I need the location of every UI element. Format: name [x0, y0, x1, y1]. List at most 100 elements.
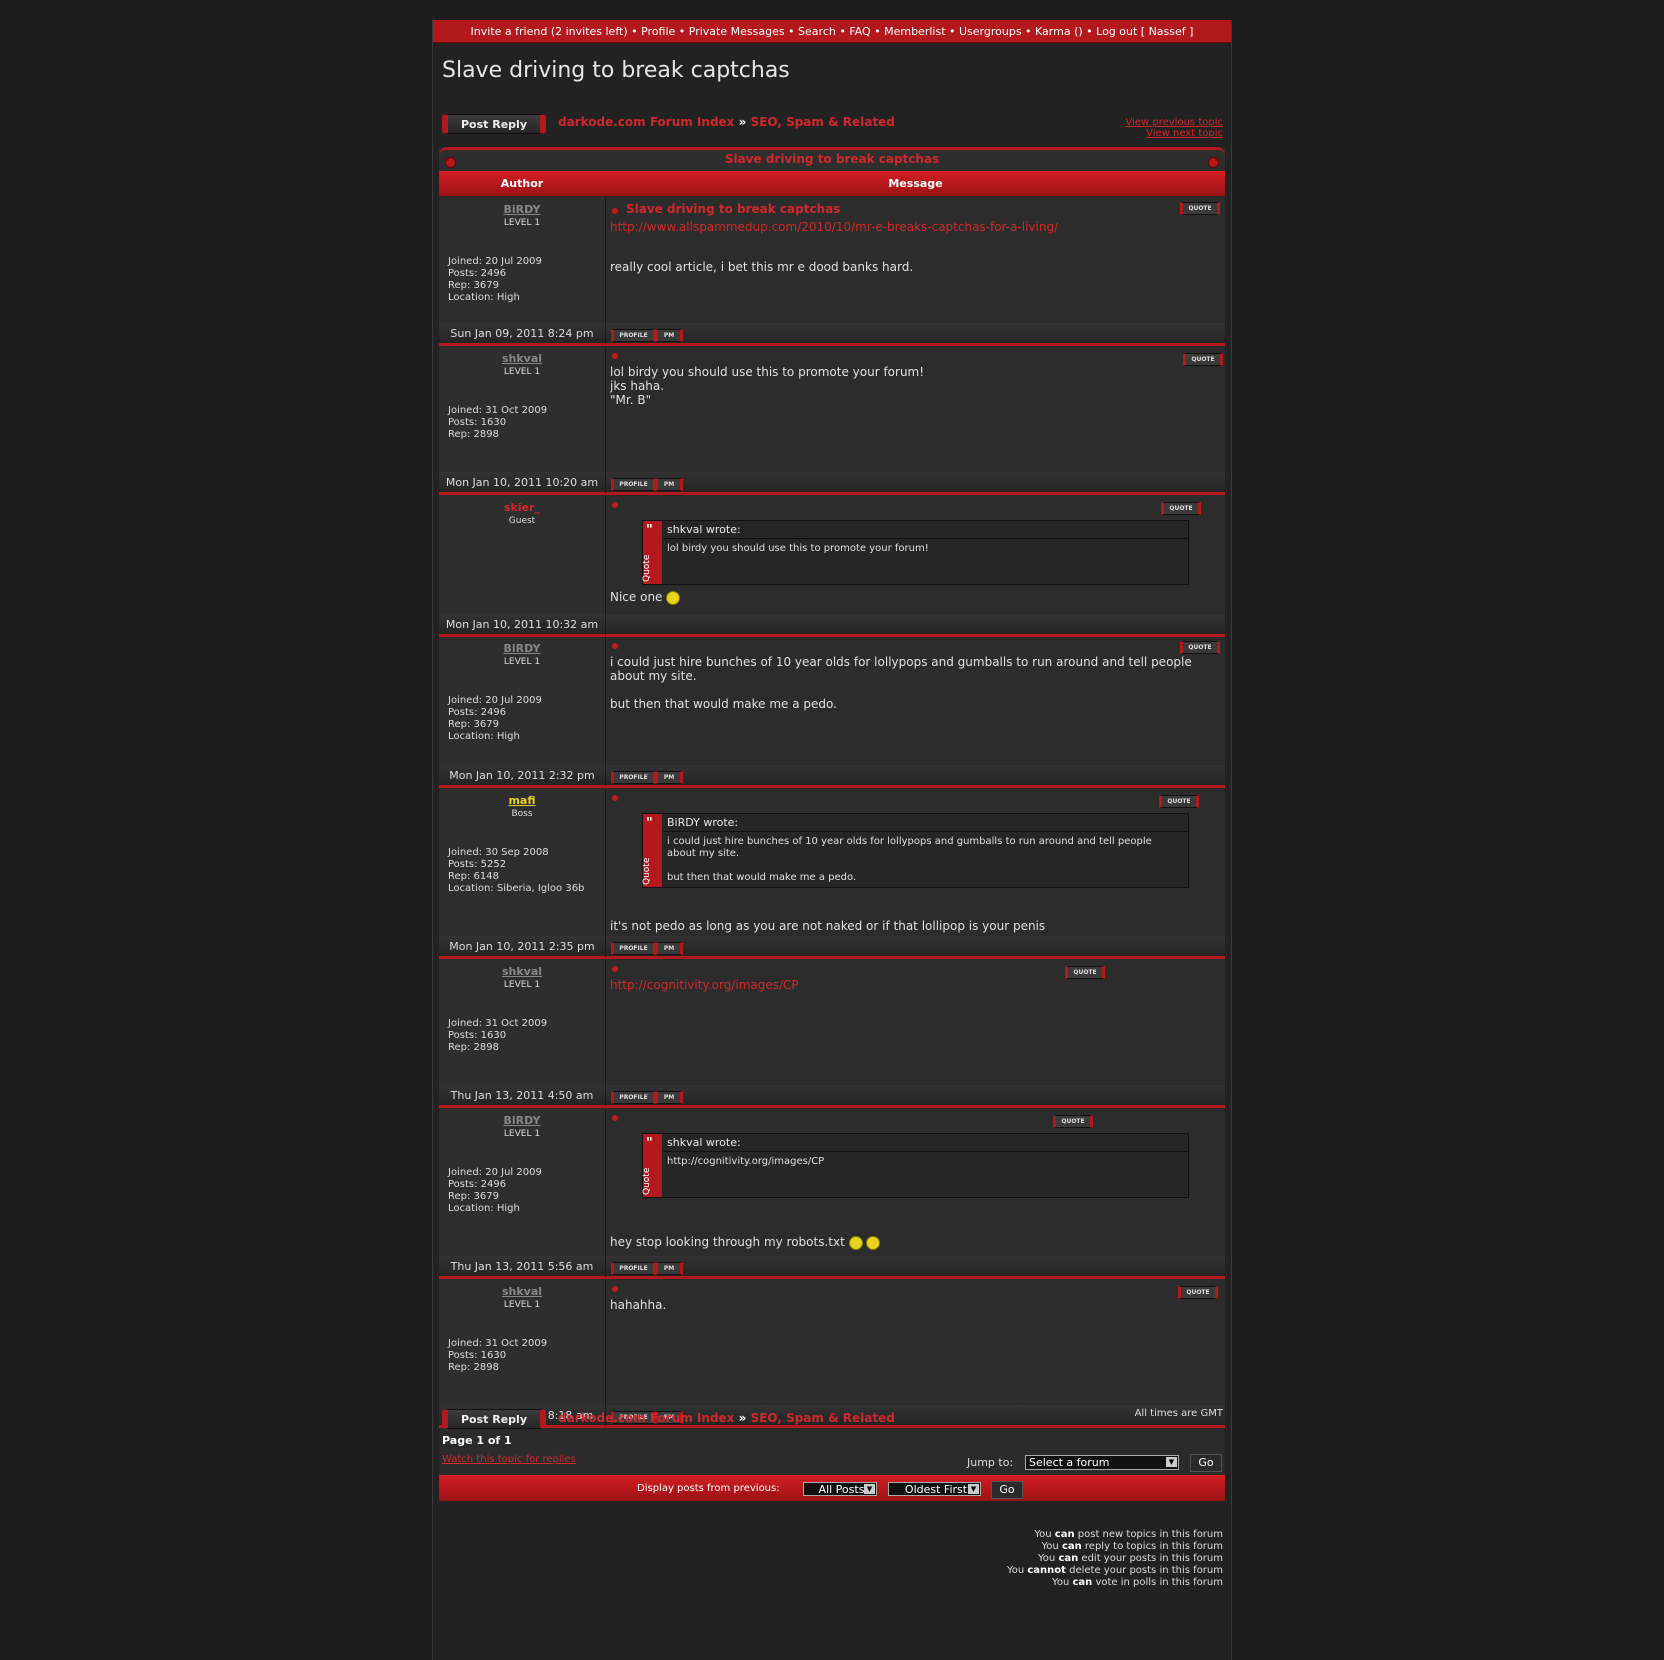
- post-body: Nice one: [610, 590, 681, 605]
- post-link[interactable]: http://www.allspammedup.com/2010/10/mr-e…: [610, 220, 1059, 234]
- author-rep: Rep: 2898: [448, 1042, 499, 1053]
- quote-button[interactable]: QUOTE: [1183, 353, 1223, 366]
- post-reply-button-bottom[interactable]: Post Reply: [442, 1409, 546, 1429]
- corner-dot-icon: [445, 157, 456, 168]
- permission-status: cannot: [1027, 1565, 1066, 1576]
- jump-go-button[interactable]: Go: [1190, 1454, 1222, 1472]
- days-select[interactable]: All Posts ▼: [803, 1482, 877, 1496]
- permission-line: You can edit your posts in this forum: [1007, 1553, 1223, 1565]
- quote-mark-icon: ": [646, 816, 653, 831]
- page-number: Page 1 of 1: [442, 1434, 512, 1447]
- display-posts-label: Display posts from previous:: [637, 1483, 780, 1494]
- breadcrumb-separator: »: [738, 1411, 747, 1425]
- quote-button[interactable]: QUOTE: [1159, 795, 1199, 808]
- author-location: Location: High: [448, 731, 520, 742]
- author-username[interactable]: shkval: [501, 352, 543, 365]
- profile-button[interactable]: PROFILE: [611, 771, 656, 784]
- post-body-text: Nice one: [610, 590, 663, 604]
- post-body-text: hey stop looking through my robots.txt: [610, 1235, 845, 1249]
- jump-to-select[interactable]: Select a forum ▼: [1025, 1455, 1179, 1470]
- author-joined: Joined: 31 Oct 2009: [448, 1018, 548, 1029]
- post-bullet-icon: [612, 643, 618, 649]
- view-previous-topic-link[interactable]: View previous topic: [1125, 117, 1223, 128]
- quote-button[interactable]: QUOTE: [1161, 502, 1201, 515]
- post-footer: Mon Jan 10, 2011 10:20 am PROFILE PM: [439, 472, 1225, 495]
- author-posts: Posts: 2496: [448, 1179, 507, 1190]
- author-info: Joined: 30 Sep 2008 Posts: 5252 Rep: 614…: [448, 847, 588, 895]
- post-bullet-icon: [612, 353, 618, 359]
- post-footer: Thu Jan 13, 2011 5:56 am PROFILE PM: [439, 1256, 1225, 1279]
- author-posts: Posts: 1630: [448, 1350, 507, 1361]
- profile-button[interactable]: PROFILE: [611, 942, 656, 955]
- author-info: Joined: 20 Jul 2009 Posts: 2496 Rep: 367…: [448, 256, 542, 304]
- top-navigation[interactable]: Invite a friend (2 invites left) • Profi…: [433, 20, 1231, 43]
- quote-button[interactable]: QUOTE: [1180, 202, 1220, 215]
- pm-button[interactable]: PM: [655, 1091, 683, 1104]
- top-nav-links[interactable]: Invite a friend (2 invites left) • Profi…: [470, 25, 1194, 38]
- post-reply-button[interactable]: Post Reply: [442, 114, 546, 134]
- author-info: Joined: 31 Oct 2009 Posts: 1630 Rep: 289…: [448, 1338, 547, 1374]
- author-username[interactable]: BiRDY: [503, 1114, 541, 1127]
- post-body: it's not pedo as long as you are not nak…: [610, 919, 1046, 933]
- post-bullet-icon: [612, 208, 618, 214]
- topic-navigation: View previous topic View next topic: [1125, 117, 1223, 139]
- author-username[interactable]: skier_: [503, 501, 541, 514]
- author-joined: Joined: 30 Sep 2008: [448, 847, 549, 858]
- breadcrumb-bottom: darkode.com Forum Index » SEO, Spam & Re…: [558, 1411, 895, 1425]
- pm-button[interactable]: PM: [655, 1411, 683, 1424]
- author-joined: Joined: 20 Jul 2009: [448, 1167, 542, 1178]
- author-username[interactable]: BiRDY: [503, 642, 541, 655]
- quote-button[interactable]: QUOTE: [1180, 641, 1220, 654]
- profile-button[interactable]: PROFILE: [611, 329, 656, 342]
- pm-button[interactable]: PM: [655, 329, 683, 342]
- pm-button[interactable]: PM: [655, 942, 683, 955]
- author-username[interactable]: mafi: [508, 794, 536, 807]
- post-message-panel: QUOTE i could just hire bunches of 10 ye…: [606, 637, 1225, 765]
- breadcrumb-forum-index[interactable]: darkode.com Forum Index: [558, 115, 735, 129]
- author-username[interactable]: shkval: [501, 1285, 543, 1298]
- profile-button[interactable]: PROFILE: [611, 1262, 656, 1275]
- post-footer: Mon Jan 10, 2011 2:35 pm PROFILE PM: [439, 936, 1225, 959]
- quote-button[interactable]: QUOTE: [1053, 1115, 1093, 1128]
- permission-status: can: [1058, 1553, 1079, 1564]
- display-go-button[interactable]: Go: [991, 1481, 1023, 1499]
- author-username[interactable]: shkval: [501, 965, 543, 978]
- post-subject: Slave driving to break captchas: [626, 202, 841, 216]
- post-date: Thu Jan 13, 2011 5:56 am: [439, 1256, 606, 1277]
- post-message-panel: QUOTE http://cognitivity.org/images/CP: [606, 960, 1225, 1085]
- quote-label: Quote: [642, 857, 652, 885]
- post-bullet-icon: [612, 1286, 618, 1292]
- quote-button[interactable]: QUOTE: [1065, 966, 1105, 979]
- post-body: really cool article, i bet this mr e doo…: [610, 260, 914, 274]
- breadcrumb-forum[interactable]: SEO, Spam & Related: [750, 1411, 895, 1425]
- view-next-topic-link[interactable]: View next topic: [1146, 128, 1223, 139]
- pm-button[interactable]: PM: [655, 478, 683, 491]
- topic-table-title: Slave driving to break captchas: [439, 147, 1225, 171]
- quote-block: " Quote BiRDY wrote: i could just hire bu…: [642, 813, 1189, 888]
- watch-topic-link[interactable]: Watch this topic for replies: [442, 1454, 576, 1465]
- post-author-panel: BiRDY LEVEL 1 Joined: 20 Jul 2009 Posts:…: [439, 198, 606, 323]
- post-date: Mon Jan 10, 2011 2:32 pm: [439, 765, 606, 786]
- post-bullet-icon: [612, 795, 618, 801]
- breadcrumb-separator: »: [738, 115, 747, 129]
- topic-title-link[interactable]: Slave driving to break captchas: [724, 152, 940, 166]
- quote-button[interactable]: QUOTE: [1178, 1286, 1218, 1299]
- pm-button[interactable]: PM: [655, 771, 683, 784]
- profile-button[interactable]: PROFILE: [611, 1411, 656, 1424]
- profile-button[interactable]: PROFILE: [611, 478, 656, 491]
- post-author-panel: shkval LEVEL 1 Joined: 31 Oct 2009 Posts…: [439, 1280, 606, 1405]
- post-link[interactable]: http://cognitivity.org/images/CP: [610, 978, 799, 992]
- post-bullet-icon: [612, 1115, 618, 1121]
- order-select[interactable]: Oldest First ▼: [888, 1482, 981, 1496]
- post-footer: Mon Jan 10, 2011 10:32 am: [439, 614, 1225, 637]
- breadcrumb-forum-index[interactable]: darkode.com Forum Index: [558, 1411, 735, 1425]
- author-location: Location: High: [448, 292, 520, 303]
- forum-permissions: You can post new topics in this forum You…: [1007, 1529, 1223, 1589]
- quote-text: i could just hire bunches of 10 year old…: [667, 836, 1152, 883]
- author-username[interactable]: BiRDY: [503, 203, 541, 216]
- post-body: hahahha.: [610, 1298, 667, 1312]
- profile-button[interactable]: PROFILE: [611, 1091, 656, 1104]
- pm-button[interactable]: PM: [655, 1262, 683, 1275]
- author-rank: LEVEL 1: [503, 1129, 541, 1139]
- breadcrumb-forum[interactable]: SEO, Spam & Related: [750, 115, 895, 129]
